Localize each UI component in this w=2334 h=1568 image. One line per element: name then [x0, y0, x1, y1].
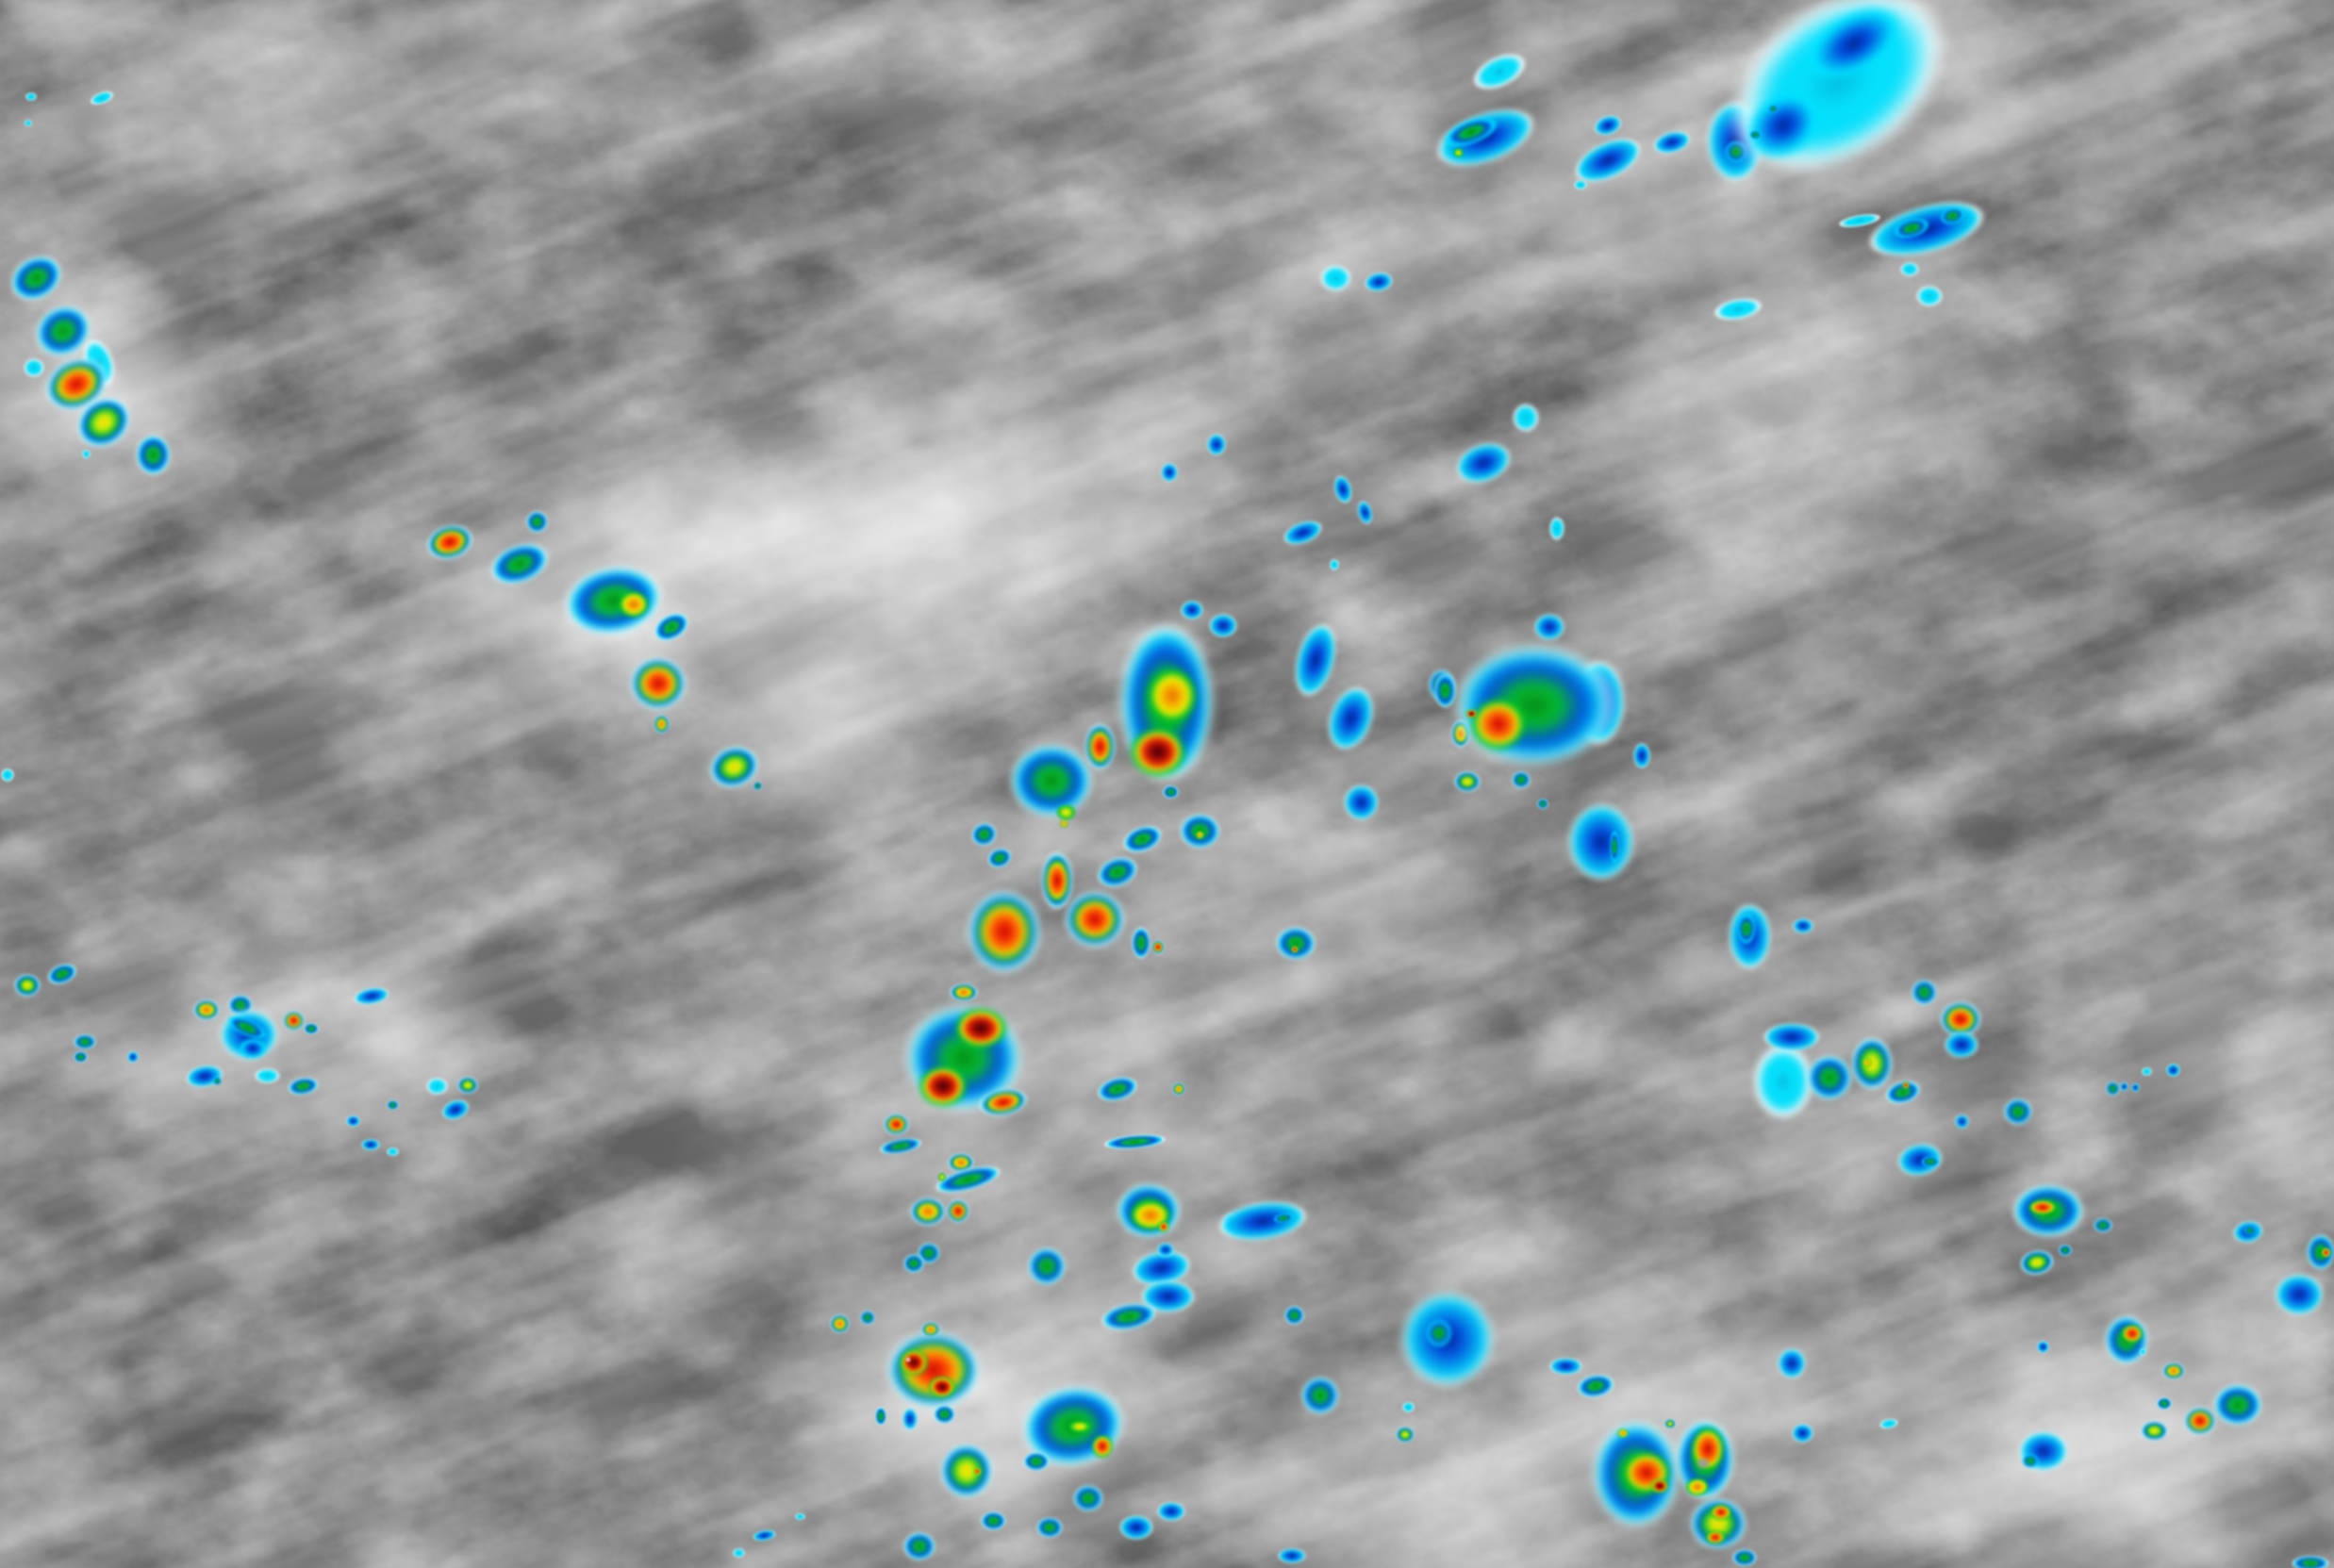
cloud-patch: [905, 1357, 911, 1362]
cloud-patch: [1696, 1457, 1711, 1470]
